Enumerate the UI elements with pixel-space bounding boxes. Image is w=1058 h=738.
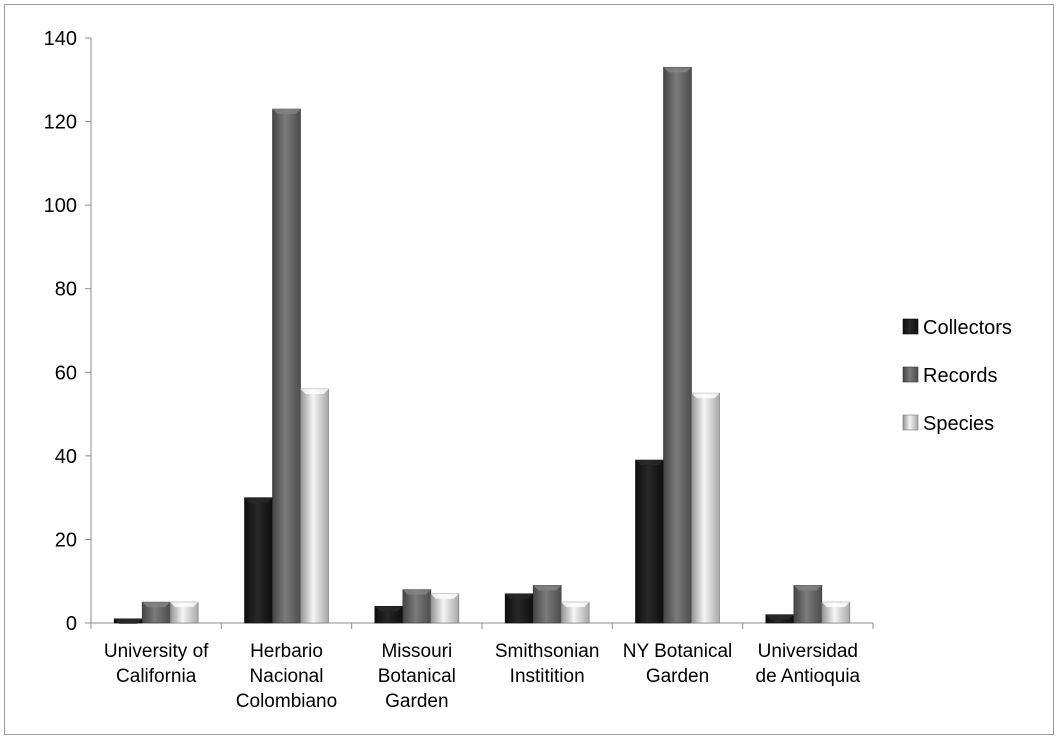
y-tick-label: 120 <box>44 112 77 134</box>
bar-records-1 <box>272 108 301 624</box>
legend-label-species: Species <box>923 413 994 435</box>
x-tick-label: Smithsonian Institition <box>495 641 600 687</box>
bar-cap-species-4 <box>691 393 720 399</box>
legend-swatch-records <box>902 366 919 383</box>
y-tick-label: 60 <box>55 362 77 384</box>
bar-cap-records-2 <box>402 589 431 595</box>
bar-cap-records-5 <box>793 585 822 591</box>
bar-species-4 <box>691 392 720 624</box>
x-tick-label: Herbario Nacional Colombiano <box>236 641 337 712</box>
bar-cap-records-1 <box>272 109 301 115</box>
bar-records-4 <box>663 66 692 624</box>
x-tick-label-line: University of <box>104 641 209 662</box>
x-tick-label-line: Botanical <box>378 666 456 687</box>
x-tick-label: University of California <box>104 641 209 687</box>
bar-cap-collectors-3 <box>505 593 534 599</box>
x-tick-label: Missouri Botanical Garden <box>378 641 456 712</box>
x-tick-label-line: Garden <box>646 666 709 687</box>
x-tick-label-line: California <box>116 666 197 687</box>
bar-cap-records-3 <box>533 585 562 591</box>
bar-records-2 <box>402 589 432 624</box>
legend-swatch-collectors <box>902 318 919 335</box>
bar-cap-species-5 <box>821 602 850 608</box>
y-tick-label: 140 <box>44 28 77 50</box>
bar-collectors-1 <box>244 497 273 624</box>
x-tick-label-line: Garden <box>385 691 448 712</box>
bar-cap-collectors-1 <box>244 497 273 503</box>
x-tick-label-line: Colombiano <box>236 691 337 712</box>
bar-cap-collectors-2 <box>374 606 403 612</box>
bar-cap-collectors-0 <box>114 618 143 624</box>
bar-species-1 <box>300 388 329 624</box>
bar-cap-collectors-4 <box>635 460 664 466</box>
bar-records-3 <box>532 585 562 624</box>
x-tick-label-line: Missouri <box>381 641 452 662</box>
x-tick-label-line: Universidad <box>758 641 858 662</box>
x-tick-label-line: Smithsonian <box>495 641 600 662</box>
bar-cap-species-1 <box>300 389 329 394</box>
y-tick-label: 80 <box>55 279 77 301</box>
y-tick-label: 100 <box>44 195 77 217</box>
x-tick-label-line: de Antioquia <box>756 666 861 687</box>
legend-label-records: Records <box>923 365 997 387</box>
x-tick-label-line: Herbario <box>250 641 323 662</box>
x-tick-label-line: Institition <box>510 666 585 687</box>
bar-cap-records-0 <box>142 602 171 608</box>
y-tick-label: 0 <box>66 613 77 635</box>
bar-cap-species-0 <box>170 602 199 608</box>
x-tick-label: NY Botanical Garden <box>623 641 733 687</box>
y-tick-label: 40 <box>55 446 77 468</box>
bar-chart: 0 20 40 60 80 100 120 140 University of Californi… <box>44 28 1012 712</box>
y-tick-label: 20 <box>55 529 77 551</box>
bar-cap-collectors-5 <box>765 614 794 620</box>
chart-frame: 0 20 40 60 80 100 120 140 University of Californi… <box>4 4 1054 735</box>
x-tick-label-line: NY Botanical <box>623 641 733 662</box>
bar-collectors-4 <box>635 459 664 624</box>
bar-cap-species-2 <box>430 593 459 599</box>
bar-cap-records-4 <box>663 67 692 73</box>
legend-label-collectors: Collectors <box>923 317 1012 339</box>
legend-swatch-species <box>902 414 919 431</box>
bar-records-5 <box>793 585 823 624</box>
x-tick-label: Universidad de Antioquia <box>756 641 861 687</box>
bar-cap-species-3 <box>561 602 590 608</box>
x-tick-label-line: Nacional <box>250 666 324 687</box>
